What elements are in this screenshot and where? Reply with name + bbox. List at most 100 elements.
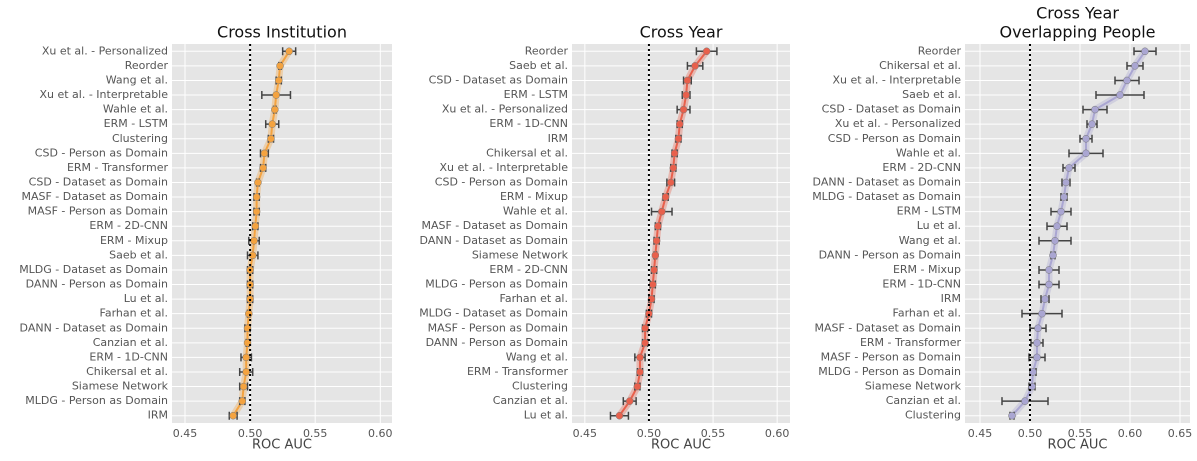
y-tick-label: ERM - Transformer — [67, 161, 169, 174]
point — [1045, 266, 1053, 274]
point — [679, 105, 688, 114]
y-tick-label: DANN - Person as Domain — [819, 248, 961, 261]
point — [1008, 411, 1016, 420]
x-tick-label: 0.55 — [701, 427, 726, 440]
y-tick-label: Wang et al. — [899, 234, 961, 247]
plot-background — [172, 44, 392, 423]
point — [1051, 237, 1059, 245]
point — [1034, 324, 1042, 332]
y-tick-label: Farhan et al. — [893, 307, 961, 320]
y-tick-label: ERM - 1D-CNN — [489, 117, 568, 130]
point — [645, 309, 653, 318]
point — [683, 76, 692, 85]
point — [633, 382, 642, 391]
y-tick-label: Lu et al. — [917, 219, 961, 232]
y-tick-label: ERM - 1D-CNN — [89, 350, 168, 363]
point — [252, 207, 261, 216]
y-tick-label: ERM - 2D-CNN — [882, 161, 961, 174]
x-tick-label: 0.55 — [303, 427, 328, 440]
y-tick-label: Wahle et al. — [896, 146, 961, 159]
y-tick-label: Siamese Network — [865, 380, 962, 393]
y-tick-label: MLDG - Person as Domain — [425, 278, 568, 291]
y-tick-label: IRM — [941, 292, 961, 305]
y-tick-label: MASF - Person as Domain — [28, 205, 168, 218]
point — [285, 47, 293, 56]
x-axis-label: ROC AUC — [651, 438, 711, 453]
point — [274, 76, 283, 85]
point — [272, 91, 280, 99]
point — [1123, 76, 1131, 85]
point — [641, 339, 649, 347]
y-tick-label: Clustering — [905, 409, 961, 422]
y-tick-label: Saeb et al. — [509, 59, 568, 72]
point — [250, 237, 258, 245]
point — [1062, 178, 1070, 187]
y-tick-label: ERM - Mixup — [500, 190, 568, 203]
y-tick-label: Wahle et al. — [503, 205, 568, 218]
x-tick-label: 0.50 — [637, 427, 662, 440]
point — [1053, 222, 1061, 230]
y-tick-label: Saeb et al. — [902, 88, 961, 101]
point — [636, 368, 644, 376]
y-tick-label: ERM - Transformer — [467, 365, 569, 378]
point — [242, 368, 250, 376]
y-tick-label: Clustering — [112, 132, 168, 145]
x-tick-label: 0.45 — [173, 427, 198, 440]
y-tick-label: Wang et al. — [506, 350, 568, 363]
point — [649, 280, 657, 289]
point — [1057, 207, 1065, 216]
y-tick-label: ERM - LSTM — [104, 117, 168, 130]
y-tick-label: Xu et al. - Interpretable — [39, 88, 168, 101]
y-tick-label: ERM - 2D-CNN — [489, 263, 568, 276]
point — [674, 135, 683, 143]
y-tick-label: Xu et al. - Interpretable — [832, 73, 961, 86]
y-tick-label: Wang et al. — [106, 73, 168, 86]
point — [1029, 368, 1037, 376]
point — [615, 411, 624, 420]
chart-title: Cross Year — [1036, 4, 1119, 23]
point — [661, 193, 670, 201]
y-tick-label: Xu et al. - Personalized — [442, 103, 568, 116]
y-tick-label: DANN - Person as Domain — [426, 336, 568, 349]
y-tick-label: CSD - Dataset as Domain — [822, 103, 961, 116]
y-tick-label: Reorder — [525, 44, 569, 57]
y-tick-label: Chikersal et al. — [486, 146, 568, 159]
point — [260, 149, 269, 158]
y-tick-label: Xu et al. - Personalized — [42, 44, 168, 57]
x-tick-label: 0.65 — [1168, 427, 1193, 440]
y-tick-label: MLDG - Person as Domain — [25, 394, 168, 407]
chart-title: Cross Institution — [217, 23, 347, 42]
point — [625, 397, 634, 405]
y-tick-label: Canzian et al. — [493, 394, 568, 407]
point — [1141, 47, 1149, 56]
point — [1082, 149, 1090, 158]
point — [1045, 280, 1053, 289]
y-tick-label: ERM - 1D-CNN — [882, 278, 961, 291]
point — [1082, 135, 1090, 143]
y-tick-label: CSD - Dataset as Domain — [29, 175, 168, 188]
y-tick-label: Canzian et al. — [886, 394, 961, 407]
x-tick-label: 0.60 — [765, 427, 790, 440]
y-tick-label: MASF - Dataset as Domain — [21, 190, 168, 203]
point — [268, 120, 276, 128]
y-tick-label: Siamese Network — [472, 248, 569, 261]
point — [636, 353, 644, 362]
y-tick-label: ERM - Transformer — [860, 336, 962, 349]
y-tick-label: Lu et al. — [524, 409, 568, 422]
x-tick-label: 0.60 — [1118, 427, 1143, 440]
y-tick-label: DANN - Dataset as Domain — [813, 175, 961, 188]
point — [1041, 295, 1049, 303]
x-tick-label: 0.50 — [1018, 427, 1043, 440]
point — [1091, 105, 1099, 114]
y-tick-label: Reorder — [918, 44, 962, 57]
y-tick-label: Farhan et al. — [500, 292, 568, 305]
y-tick-label: Xu et al. - Interpretable — [439, 161, 568, 174]
y-tick-label: MLDG - Person as Domain — [818, 365, 961, 378]
y-tick-label: MLDG - Dataset as Domain — [812, 190, 961, 203]
y-tick-label: ERM - LSTM — [504, 88, 568, 101]
point — [1049, 251, 1057, 260]
y-tick-label: CSD - Dataset as Domain — [429, 73, 568, 86]
y-tick-label: MASF - Dataset as Domain — [421, 219, 568, 232]
y-tick-label: DANN - Dataset as Domain — [420, 234, 568, 247]
